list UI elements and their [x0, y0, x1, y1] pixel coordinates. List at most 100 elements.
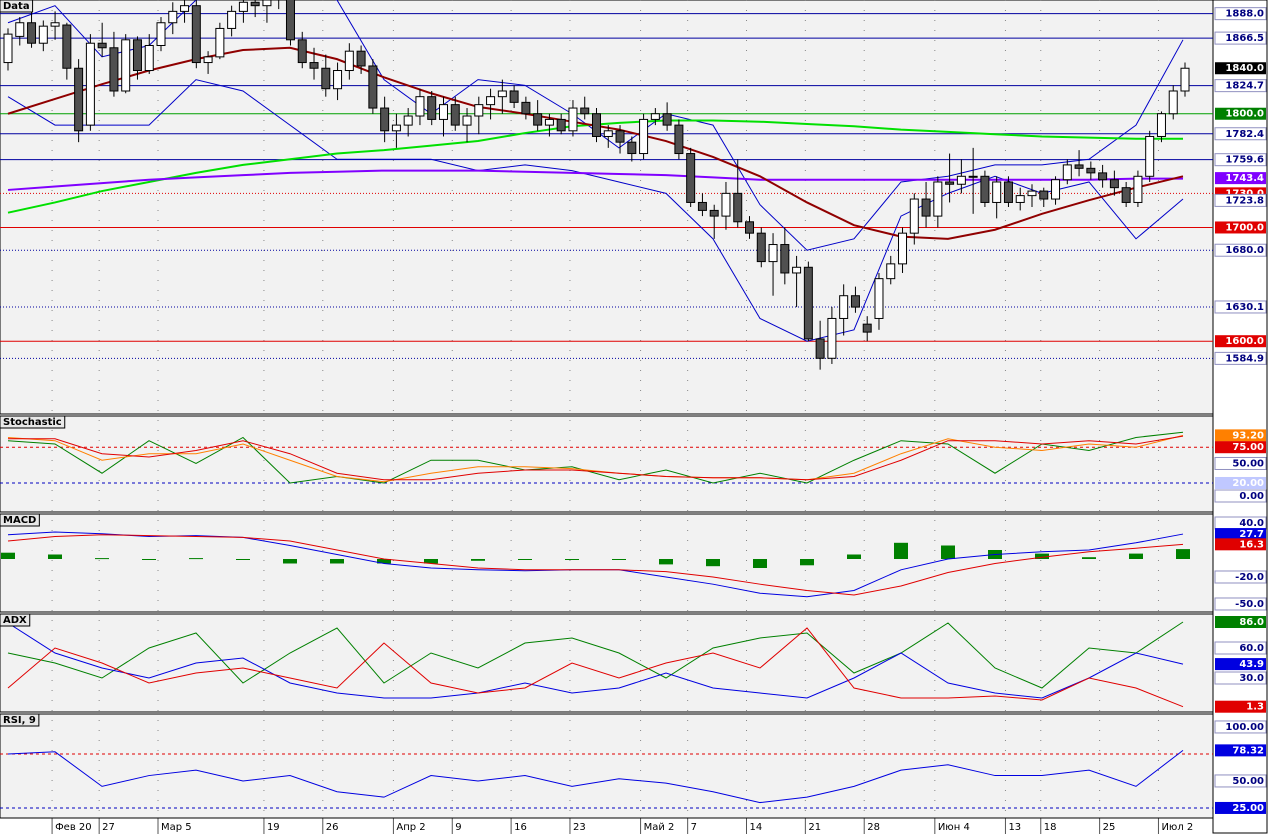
panel-background	[0, 415, 1214, 513]
histogram-bar	[847, 554, 861, 559]
value-label: 1723.8	[1225, 195, 1264, 206]
panel-title-box	[0, 713, 40, 727]
panel-title-box	[0, 0, 34, 13]
candle-body	[568, 107, 578, 132]
candle-body	[1168, 90, 1178, 115]
candle-body	[1003, 181, 1013, 203]
candle-body	[827, 317, 837, 359]
candle-body	[262, 0, 272, 7]
value-label: 25.00	[1232, 803, 1264, 814]
value-label-box	[1214, 300, 1267, 314]
value-label-box	[1215, 335, 1266, 348]
indicator-line	[7, 621, 1184, 689]
value-label-box	[1214, 489, 1267, 503]
value-label: 100.00	[1225, 722, 1264, 733]
value-label: 1824.7	[1225, 81, 1264, 92]
candle-body	[933, 181, 943, 217]
candle-body	[486, 96, 496, 106]
candle-body	[309, 62, 319, 69]
candle-body	[227, 10, 237, 29]
candle-body	[709, 209, 719, 217]
candle-body	[945, 181, 955, 185]
value-label: 1680.0	[1225, 245, 1264, 256]
candle-body	[521, 101, 531, 115]
x-tick-label: 18	[1044, 822, 1057, 833]
histogram-bar	[1, 552, 15, 559]
histogram-bar	[659, 558, 673, 565]
candle-body	[156, 22, 166, 46]
x-tick-label: Мар 5	[161, 822, 192, 833]
histogram-bar	[1129, 553, 1143, 559]
value-label: 1.3	[1246, 702, 1264, 713]
value-label: 1743.4	[1225, 173, 1264, 184]
histogram-bar	[283, 558, 297, 564]
value-label-box	[1214, 31, 1267, 45]
candle-body	[1051, 179, 1061, 200]
value-label-box	[1214, 641, 1267, 655]
candle-body	[556, 118, 566, 132]
candle-body	[144, 44, 154, 72]
panel-plot	[1, 531, 1190, 598]
candle-body	[1109, 179, 1119, 189]
candle-body	[509, 90, 519, 103]
value-label-box	[1215, 744, 1266, 757]
candle-body	[285, 0, 295, 41]
panel-title: ADX	[3, 615, 27, 626]
value-label-box	[1215, 801, 1266, 814]
candle-body	[898, 232, 908, 265]
x-tick-label: Апр 2	[396, 822, 425, 833]
value-label: 93.20	[1232, 430, 1264, 441]
candle-body	[886, 263, 896, 280]
candle-body	[74, 67, 84, 132]
value-label: -20.0	[1235, 572, 1264, 583]
candle-body	[403, 115, 413, 126]
candle-body	[168, 10, 178, 24]
candle-body	[415, 96, 425, 117]
candle-body	[862, 323, 872, 333]
value-label: 50.00	[1232, 776, 1264, 787]
candle-body	[450, 104, 460, 126]
candle-body	[1180, 67, 1190, 92]
candle-body	[203, 56, 213, 64]
candle-body	[85, 42, 95, 126]
candle-body	[992, 181, 1002, 203]
candle-body	[356, 50, 366, 67]
value-label-box	[1214, 153, 1267, 167]
candle-body	[544, 118, 554, 126]
panel-plot	[0, 431, 1213, 484]
histogram-bar	[95, 558, 109, 560]
candle-body	[674, 124, 684, 155]
value-label-box	[1214, 7, 1267, 21]
value-label: 78.32	[1232, 745, 1264, 756]
candle-body	[815, 338, 825, 359]
histogram-bar	[424, 558, 438, 564]
value-label: -50.0	[1235, 599, 1264, 610]
histogram-bar	[48, 554, 62, 559]
candle-body	[980, 175, 990, 203]
histogram-bar	[894, 542, 908, 559]
candle-body	[1121, 187, 1131, 203]
x-tick-label: 28	[867, 822, 880, 833]
panel-title-box	[0, 513, 40, 527]
histogram-bar	[330, 558, 344, 564]
panel-title-box	[0, 415, 66, 429]
candle-body	[662, 113, 672, 126]
candle-body	[1015, 195, 1025, 203]
histogram-bar	[377, 558, 391, 564]
value-label: 1759.6	[1225, 155, 1264, 166]
candle-body	[438, 104, 448, 120]
histogram-bar	[800, 558, 814, 566]
value-label-box	[1214, 597, 1267, 611]
candle-body	[756, 232, 766, 263]
value-label-box	[1215, 62, 1266, 75]
indicator-line	[7, 627, 1184, 708]
value-label: 40.0	[1239, 518, 1264, 529]
candle-body	[3, 33, 13, 64]
candle-body	[921, 198, 931, 217]
value-label-box	[1215, 429, 1266, 442]
value-label: 1800.0	[1225, 109, 1264, 120]
candle-body	[592, 113, 601, 137]
value-label-box	[1215, 658, 1266, 671]
candle-body	[968, 175, 978, 178]
